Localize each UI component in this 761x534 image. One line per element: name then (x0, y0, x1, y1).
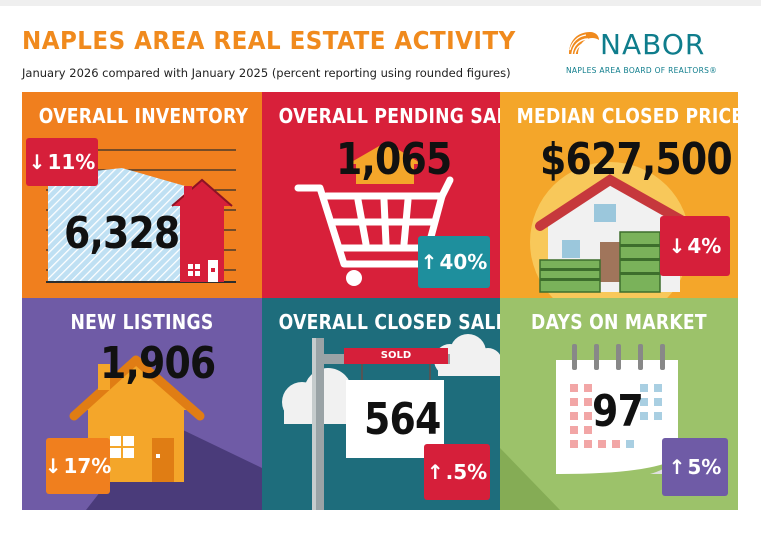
pending-change-badge: ↑ 40% (418, 236, 490, 288)
dom-value: 97 (592, 386, 644, 437)
page-subtitle: January 2026 compared with January 2025 … (22, 66, 511, 80)
pending-change: 40% (439, 250, 488, 274)
sold-banner (344, 348, 448, 364)
tile-overall-closed-sales: SOLD OVERALL CLOSED SALES 564 ↑ .5% (262, 298, 500, 510)
nabor-logo: NABOR NAPLES AREA BOARD OF REALTORS® (566, 28, 736, 80)
tile-new-listings: NEW LISTINGS 1,906 ↓ 17% (22, 298, 262, 510)
listings-change: 17% (63, 454, 112, 478)
inventory-change-badge: ↓ 11% (26, 138, 98, 186)
shopping-cart-icon (294, 176, 454, 268)
median-title: MEDIAN CLOSED PRICE (516, 104, 738, 128)
closed-title: OVERALL CLOSED SALES (278, 310, 500, 334)
down-arrow-icon: ↓ (668, 234, 686, 258)
closed-change-badge: ↑ .5% (424, 444, 490, 500)
logo-tagline: NAPLES AREA BOARD OF REALTORS® (566, 66, 717, 75)
listings-value: 1,906 (100, 338, 216, 389)
pending-value: 1,065 (336, 134, 452, 185)
inventory-title: OVERALL INVENTORY (38, 104, 249, 128)
down-arrow-icon: ↓ (44, 454, 62, 478)
listings-title: NEW LISTINGS (70, 310, 214, 334)
tile-overall-pending-sales: OVERALL PENDING SALES 1,065 ↑ 40% (262, 92, 500, 298)
dom-title: DAYS ON MARKET (531, 310, 707, 334)
house-icon (69, 355, 205, 482)
closed-illustration (282, 334, 500, 510)
inventory-value: 6,328 (64, 208, 180, 259)
tile-overall-inventory: OVERALL INVENTORY 6,328 ↓ 11% (22, 92, 262, 298)
closed-value: 564 (364, 394, 441, 445)
house-icon (171, 178, 233, 282)
house-icon (348, 142, 422, 184)
top-bar (0, 0, 761, 6)
money-stacks-icon (539, 231, 661, 293)
median-change-badge: ↓ 4% (660, 216, 730, 276)
dom-illustration (500, 344, 678, 510)
inventory-change: 11% (47, 150, 96, 174)
up-arrow-icon: ↑ (668, 455, 686, 479)
sold-label: SOLD (380, 350, 412, 361)
listings-illustration (69, 355, 262, 510)
down-arrow-icon: ↓ (28, 150, 46, 174)
median-illustration (530, 162, 693, 298)
calendar-icon (556, 344, 678, 474)
shell-icon (569, 32, 599, 55)
dom-change: 5% (687, 455, 722, 479)
median-change: 4% (687, 234, 722, 258)
dom-change-badge: ↑ 5% (662, 438, 728, 496)
page-title: NAPLES AREA REAL ESTATE ACTIVITY (22, 26, 516, 55)
logo-wordmark: NABOR (600, 28, 706, 61)
tile-days-on-market: DAYS ON MARKET 97 ↑ 5% (500, 298, 738, 510)
listings-change-badge: ↓ 17% (44, 438, 112, 494)
pending-title: OVERALL PENDING SALES (278, 104, 500, 128)
up-arrow-icon: ↑ (420, 250, 438, 274)
up-arrow-icon: ↑ (426, 460, 444, 484)
median-value: $627,500 (540, 134, 733, 185)
tile-median-closed-price: MEDIAN CLOSED PRICE $627,500 ↓ 4% (500, 92, 738, 298)
inventory-illustration (46, 149, 236, 283)
closed-change: .5% (445, 460, 488, 484)
